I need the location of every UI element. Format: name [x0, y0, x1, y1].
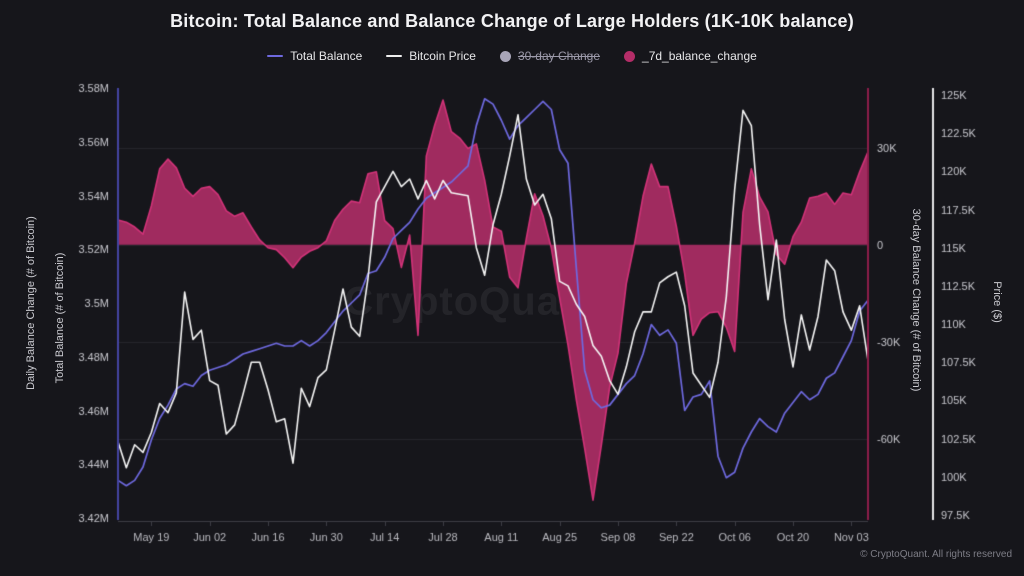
copyright-note: © CryptoQuant. All rights reserved — [860, 549, 1012, 560]
axis-title-30day-balance-change: 30-day Balance Change (# of Bitcoin) — [910, 208, 922, 392]
axis-title-total-balance: Total Balance (# of Bitcoin) — [54, 252, 66, 384]
axis-title-price: Price ($) — [991, 281, 1003, 323]
axis-title-daily-balance-change: Daily Balance Change (# of Bitcoin) — [25, 216, 37, 390]
